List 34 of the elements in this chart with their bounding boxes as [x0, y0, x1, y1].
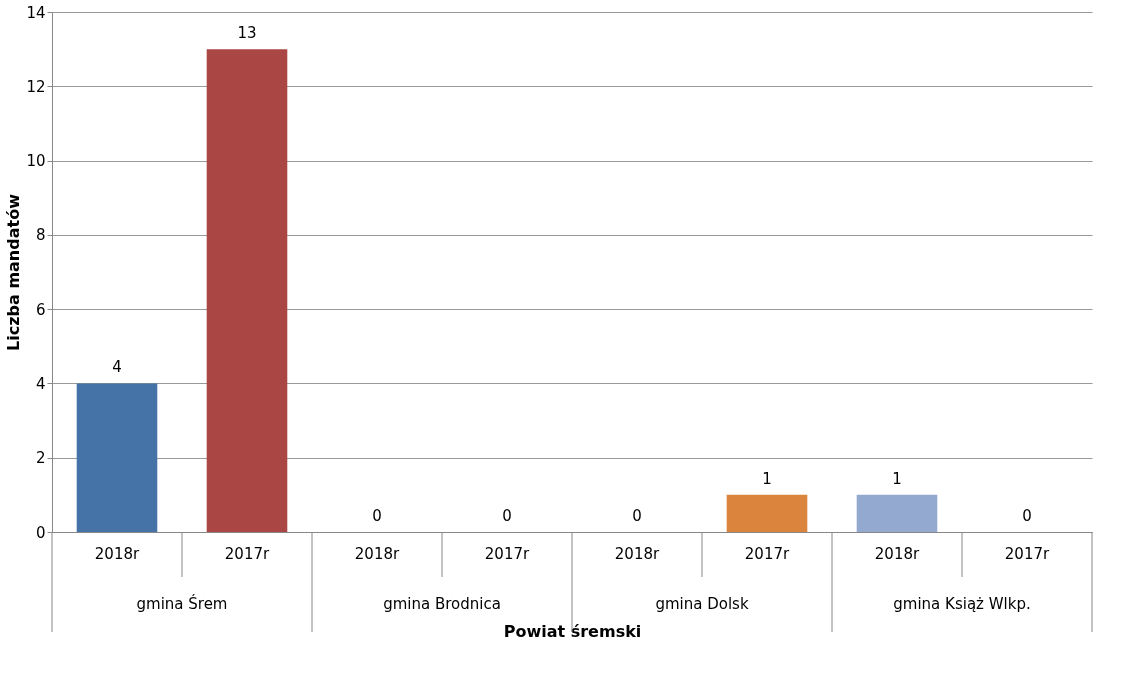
bar	[76, 383, 158, 532]
y-tick-label: 6	[35, 300, 46, 319]
data-label: 0	[372, 507, 382, 525]
data-label: 0	[632, 507, 642, 525]
data-label: 4	[112, 358, 122, 377]
x-tick-label: 2018r	[94, 544, 140, 563]
x-tick-label: 2018r	[874, 544, 920, 563]
data-label: 0	[502, 507, 512, 525]
data-label: 13	[237, 24, 257, 43]
data-label: 1	[762, 469, 772, 488]
y-tick-label: 12	[26, 77, 46, 96]
text: gmina Dolsk	[655, 595, 749, 613]
text: gmina Książ Wlkp.	[893, 595, 1031, 613]
y-axis-title: Liczba mandatów	[4, 193, 24, 351]
data-label: 0	[1022, 507, 1032, 525]
x-axis-title: Powiat śremski	[503, 621, 642, 641]
data-label: 1	[892, 469, 902, 488]
x-tick-label: 2017r	[1004, 544, 1050, 563]
y-tick-label: 10	[26, 152, 46, 171]
bar	[206, 49, 288, 532]
y-tick-label: 0	[35, 523, 46, 542]
text: gmina Brodnica	[383, 595, 501, 613]
x-tick-label: 2017r	[224, 544, 270, 563]
y-tick-label: 8	[35, 226, 46, 245]
bar	[726, 494, 808, 532]
x-tick-label: 2017r	[484, 544, 530, 563]
y-tick-label: 2	[35, 449, 46, 468]
y-tick-label: 14	[26, 3, 46, 22]
x-tick-label: 2018r	[354, 544, 400, 563]
x-tick-label: 2018r	[614, 544, 660, 563]
bar	[856, 494, 938, 532]
text: gmina Śrem	[136, 594, 228, 613]
y-tick-label: 4	[35, 374, 46, 393]
x-tick-label: 2017r	[744, 544, 790, 563]
